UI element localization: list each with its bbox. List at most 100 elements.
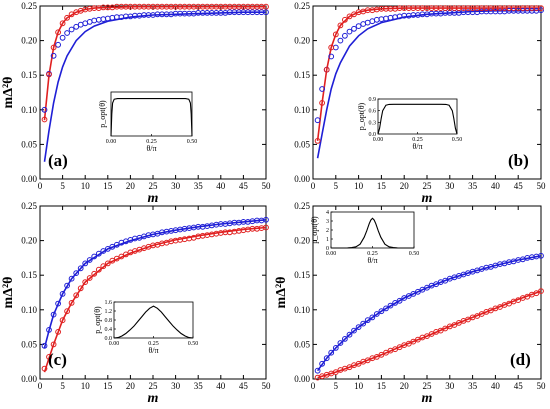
- x-tick-label: 25: [149, 181, 159, 191]
- data-point: [392, 346, 399, 353]
- data-point: [415, 288, 421, 295]
- y-tick-label: 0.25: [294, 1, 310, 11]
- data-point: [104, 246, 111, 252]
- data-point: [59, 34, 66, 41]
- y-tick-label: 0.10: [21, 105, 37, 115]
- data-point: [314, 138, 321, 144]
- y-tick-label: 0.10: [294, 305, 310, 315]
- data-point: [515, 297, 522, 304]
- data-point: [314, 367, 321, 374]
- inset-y-tick-label: 1.2: [105, 309, 113, 315]
- data-point: [332, 345, 339, 351]
- data-point: [68, 275, 75, 282]
- data-point: [41, 342, 48, 349]
- data-point: [95, 16, 102, 23]
- inset-x-tick-label: 0.50: [188, 341, 199, 347]
- data-point: [437, 327, 444, 334]
- data-point: [465, 316, 471, 323]
- x-tick-label: 50: [262, 381, 272, 391]
- x-tick-label: 0: [311, 181, 316, 191]
- data-point: [383, 15, 389, 22]
- series-3: [314, 288, 544, 381]
- data-point: [337, 340, 344, 346]
- y-axis-label: mΔ²θ: [274, 277, 289, 309]
- data-point: [68, 300, 75, 306]
- x-tick-label: 50: [537, 381, 547, 391]
- inset-frame: [113, 301, 194, 339]
- x-tick-label: 5: [60, 381, 65, 391]
- data-point: [46, 327, 52, 333]
- inset-x-tick-label: 0.25: [146, 139, 157, 145]
- x-tick-label: 20: [400, 181, 410, 191]
- data-point: [342, 32, 348, 39]
- data-point: [55, 329, 61, 335]
- data-point: [346, 13, 353, 20]
- inset-x-tick-label: 0.50: [452, 137, 463, 143]
- x-tick-label: 45: [514, 181, 524, 191]
- x-tick-label: 20: [126, 181, 136, 191]
- data-point: [474, 313, 481, 319]
- data-point: [346, 331, 353, 338]
- series-line: [317, 290, 542, 379]
- x-tick-label: 40: [491, 181, 501, 191]
- y-tick-label: 0.20: [21, 36, 37, 46]
- data-point: [405, 293, 412, 299]
- data-point: [387, 302, 394, 309]
- data-point: [41, 116, 48, 123]
- series-3: [41, 224, 269, 372]
- data-point: [95, 250, 102, 257]
- x-tick-label: 30: [171, 181, 181, 191]
- series-0: [316, 255, 542, 372]
- x-tick-label: 45: [514, 381, 524, 391]
- inset-y-tick-label: 4: [326, 210, 329, 216]
- data-point: [263, 216, 269, 223]
- x-tick-label: 25: [149, 381, 159, 391]
- data-point: [46, 354, 52, 360]
- data-point: [64, 282, 70, 289]
- inset-x-tick-label: 0.50: [409, 251, 420, 257]
- inset-x-tick-label: 0.25: [367, 251, 378, 257]
- data-point: [319, 86, 326, 92]
- inset-curve: [331, 217, 414, 249]
- x-tick-label: 30: [445, 181, 455, 191]
- data-point: [396, 344, 403, 351]
- x-tick-label: 35: [468, 181, 478, 191]
- data-point: [378, 351, 385, 358]
- data-point: [64, 308, 70, 315]
- y-tick-label: 0.05: [294, 339, 310, 349]
- data-point: [415, 336, 421, 343]
- data-point: [428, 331, 435, 337]
- x-tick-label: 40: [216, 181, 226, 191]
- data-point: [433, 281, 440, 288]
- x-tick-label: 20: [400, 381, 410, 391]
- data-point: [487, 307, 494, 314]
- data-point: [64, 14, 70, 21]
- panel-label: (c): [48, 350, 67, 369]
- inset-x-tick-label: 0.00: [373, 137, 384, 143]
- data-point: [50, 341, 57, 348]
- inset-x-axis-label: θ/π: [367, 256, 377, 265]
- x-tick-label: 10: [354, 181, 364, 191]
- data-point: [346, 364, 353, 371]
- data-point: [364, 317, 371, 324]
- x-tick-label: 15: [103, 381, 113, 391]
- data-point: [77, 265, 84, 272]
- data-point: [497, 304, 503, 310]
- inset-x-tick-label: 0.00: [109, 341, 120, 347]
- data-point: [319, 100, 326, 106]
- data-point: [263, 3, 269, 10]
- data-point: [82, 279, 89, 286]
- data-point: [73, 270, 80, 277]
- x-tick-label: 15: [377, 181, 387, 191]
- data-point: [506, 300, 513, 307]
- y-tick-label: 0.15: [294, 70, 310, 80]
- data-point: [364, 19, 371, 26]
- data-point: [95, 266, 102, 273]
- data-point: [373, 311, 380, 317]
- data-point: [55, 41, 61, 48]
- data-point: [323, 66, 330, 73]
- data-point: [263, 9, 269, 16]
- chart-panel-a: 0 5 10 15 20 25 30 35 40 45 50 0.00 0.05 0.10 0.15 0.20…: [1, 1, 271, 206]
- data-point: [113, 241, 120, 248]
